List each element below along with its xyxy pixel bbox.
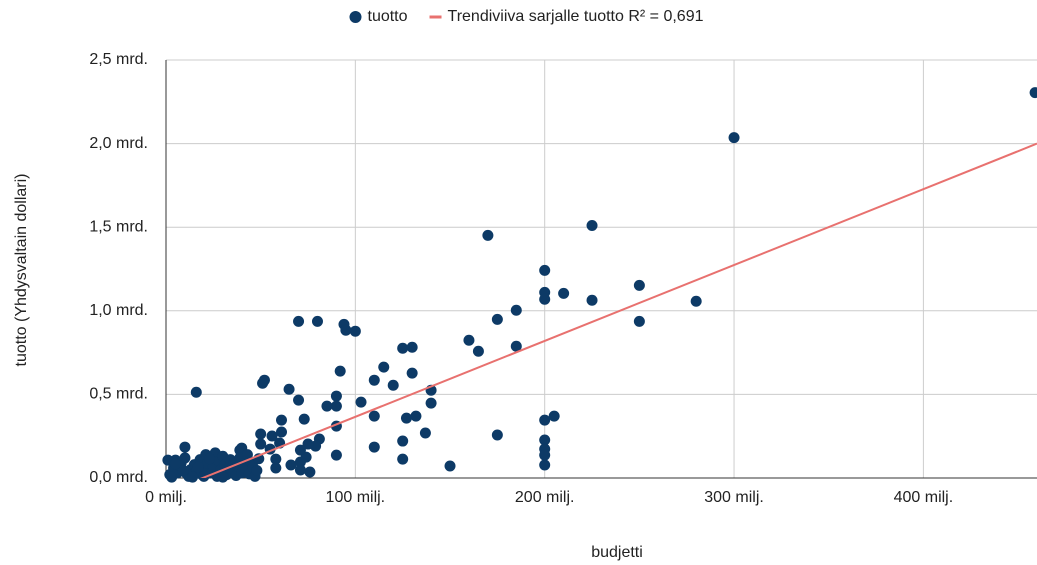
scatter-point bbox=[304, 466, 316, 478]
y-tick-label: 0,0 mrd. bbox=[89, 469, 148, 486]
scatter-point bbox=[270, 462, 282, 474]
scatter-point bbox=[300, 451, 312, 463]
scatter-point bbox=[690, 295, 702, 307]
scatter-point bbox=[190, 386, 202, 398]
scatter-point bbox=[192, 461, 204, 473]
scatter-point bbox=[539, 449, 551, 461]
scatter-point bbox=[378, 361, 390, 373]
scatter-point bbox=[397, 453, 409, 465]
marks bbox=[162, 87, 1037, 483]
scatter-point bbox=[1029, 87, 1037, 99]
scatter-point bbox=[406, 341, 418, 353]
scatter-point bbox=[463, 334, 475, 346]
scatter-point bbox=[349, 325, 361, 337]
scatter-point bbox=[285, 459, 297, 471]
scatter-point bbox=[558, 287, 570, 299]
x-axis-title: budjetti bbox=[591, 544, 643, 561]
scatter-point bbox=[217, 471, 229, 483]
scatter-point bbox=[472, 345, 484, 357]
legend-label: tuotto bbox=[367, 8, 407, 25]
scatter-point bbox=[368, 441, 380, 453]
scatter-point bbox=[204, 453, 216, 465]
x-tick-label: 300 milj. bbox=[704, 489, 764, 506]
scatter-point bbox=[406, 367, 418, 379]
scatter-point bbox=[330, 390, 342, 402]
scatter-point bbox=[266, 430, 278, 442]
scatter-point bbox=[387, 379, 399, 391]
scatter-point bbox=[586, 294, 598, 306]
scatter-point bbox=[400, 412, 412, 424]
scatter-point bbox=[251, 464, 263, 476]
scatter-point bbox=[539, 434, 551, 446]
scatter-point bbox=[510, 340, 522, 352]
scatter-point bbox=[177, 464, 189, 476]
scatter-point bbox=[294, 464, 306, 476]
scatter-point bbox=[187, 471, 199, 483]
scatter-point bbox=[334, 365, 346, 377]
scatter-point bbox=[179, 452, 191, 464]
scatter-point bbox=[539, 459, 551, 471]
scatter-point bbox=[179, 441, 191, 453]
x-tick-label: 100 milj. bbox=[326, 489, 386, 506]
y-tick-label: 2,0 mrd. bbox=[89, 135, 148, 152]
x-tick-label: 400 milj. bbox=[894, 489, 954, 506]
scatter-point bbox=[330, 449, 342, 461]
scatter-point bbox=[539, 293, 551, 305]
scatter-point bbox=[321, 400, 333, 412]
scatter-point bbox=[491, 313, 503, 325]
scatter-point bbox=[255, 428, 267, 440]
scatter-point bbox=[482, 229, 494, 241]
scatter-point bbox=[302, 438, 314, 450]
scatter-point bbox=[276, 426, 288, 438]
scatter-point bbox=[368, 374, 380, 386]
x-tick-label: 200 milj. bbox=[515, 489, 575, 506]
scatter-point bbox=[444, 460, 456, 472]
scatter-point bbox=[491, 429, 503, 441]
scatter-point bbox=[355, 396, 367, 408]
scatter-point bbox=[270, 453, 282, 465]
y-tick-label: 1,5 mrd. bbox=[89, 218, 148, 235]
legend-swatch bbox=[349, 11, 362, 23]
scatter-point bbox=[255, 438, 267, 450]
scatter-point bbox=[539, 264, 551, 276]
scatter-point bbox=[425, 397, 437, 409]
scatter-point bbox=[166, 471, 178, 483]
scatter-point bbox=[633, 315, 645, 327]
scatter-point bbox=[419, 427, 431, 439]
trend-line bbox=[200, 142, 1037, 478]
scatter-point bbox=[633, 279, 645, 291]
y-tick-label: 2,5 mrd. bbox=[89, 51, 148, 68]
legend: tuotto Trendiviiva sarjalle tuotto R² = 0… bbox=[349, 8, 704, 25]
scatter-point bbox=[539, 414, 551, 426]
scatter-point bbox=[293, 394, 305, 406]
scatter-point bbox=[397, 435, 409, 447]
scatter-point bbox=[728, 132, 740, 144]
scatter-point bbox=[340, 324, 352, 336]
scatter-point bbox=[410, 410, 422, 422]
legend-label: Trendiviiva sarjalle tuotto R² = 0,691 bbox=[448, 8, 704, 25]
scatter-point bbox=[510, 304, 522, 316]
legend-item: Trendiviiva sarjalle tuotto R² = 0,691 bbox=[429, 8, 704, 25]
scatter-point bbox=[298, 413, 310, 425]
scatter-point bbox=[283, 383, 295, 395]
y-tick-label: 0,5 mrd. bbox=[89, 386, 148, 403]
scatter-point bbox=[330, 400, 342, 412]
y-axis-title: tuotto (Yhdysvaltain dollari) bbox=[13, 174, 30, 367]
scatter-point bbox=[169, 458, 181, 470]
scatter-point bbox=[368, 410, 380, 422]
grid bbox=[165, 59, 1037, 479]
x-tick-label: 0 milj. bbox=[145, 489, 187, 506]
scatter-point bbox=[586, 220, 598, 232]
scatter-point bbox=[276, 414, 288, 426]
scatter-point bbox=[258, 374, 270, 386]
labels: 0,0 mrd. 0,5 mrd. 1,0 mrd. 1,5 mrd. 2,0 mrd.… bbox=[89, 51, 953, 506]
legend-item: tuotto bbox=[349, 8, 408, 25]
scatter-point bbox=[548, 410, 560, 422]
scatter-point bbox=[293, 315, 305, 327]
y-tick-label: 1,0 mrd. bbox=[89, 302, 148, 319]
scatter-point bbox=[198, 470, 210, 482]
scatter-point bbox=[397, 342, 409, 354]
scatter-point bbox=[311, 315, 323, 327]
